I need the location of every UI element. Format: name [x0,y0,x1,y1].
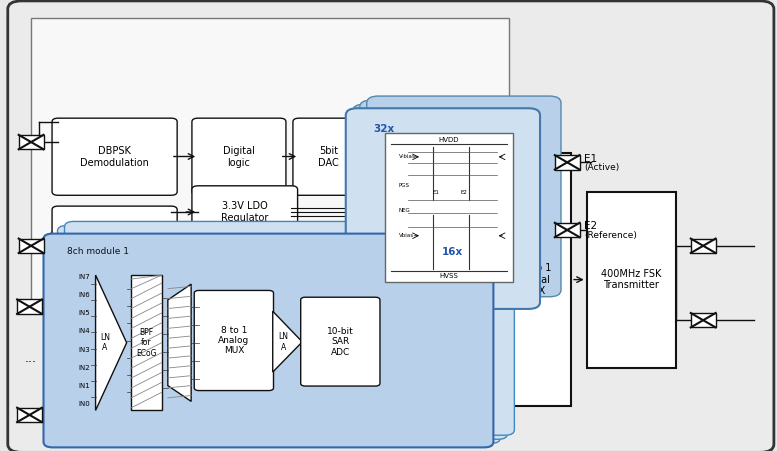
Bar [587,192,676,368]
Text: HVDD: HVDD [438,137,459,143]
FancyBboxPatch shape [192,186,298,238]
Text: IN2: IN2 [78,364,90,371]
Text: (Active): (Active) [584,163,619,172]
Bar [555,155,580,170]
Text: HVSS: HVSS [439,273,458,280]
Polygon shape [273,311,302,372]
FancyBboxPatch shape [44,234,493,447]
FancyBboxPatch shape [51,230,500,443]
FancyBboxPatch shape [346,108,540,309]
Text: 32x: 32x [373,124,394,133]
Text: 1.2V LDO
Regulator: 1.2V LDO Regulator [221,258,268,279]
FancyBboxPatch shape [64,221,514,435]
Text: E2: E2 [584,221,598,231]
Text: IN6: IN6 [78,292,90,299]
Bar [691,239,716,253]
Text: 5bit
DAC: 5bit DAC [318,146,339,167]
FancyBboxPatch shape [52,118,177,195]
FancyBboxPatch shape [8,1,774,451]
FancyBboxPatch shape [57,226,507,439]
Bar [17,299,42,314]
FancyBboxPatch shape [52,206,177,288]
Bar [497,153,571,406]
Bar [19,135,44,149]
Bar [17,408,42,422]
Text: PGS: PGS [399,183,409,188]
FancyBboxPatch shape [367,96,561,297]
Text: 10-bit
SAR
ADC: 10-bit SAR ADC [327,327,354,357]
Text: 400MHz FSK
Transmitter: 400MHz FSK Transmitter [601,269,661,290]
FancyBboxPatch shape [192,242,298,295]
Text: E2: E2 [461,190,468,195]
Bar [19,239,44,253]
Text: IN4: IN4 [78,328,90,335]
Text: IN5: IN5 [78,310,90,317]
Text: E1: E1 [584,154,598,164]
Bar [691,313,716,327]
Text: E1: E1 [433,190,440,195]
Text: 3.3V LDO
Regulator: 3.3V LDO Regulator [221,201,268,223]
Text: IN7: IN7 [78,274,90,281]
Bar [385,133,513,282]
Text: V-bias: V-bias [399,154,416,159]
Text: Digital
logic: Digital logic [223,146,255,167]
Text: DBPSK
Demodulation: DBPSK Demodulation [80,146,149,167]
Polygon shape [96,275,127,410]
FancyBboxPatch shape [293,118,364,195]
Bar [555,223,580,237]
Text: IN0: IN0 [78,400,90,407]
Text: (Reference): (Reference) [584,231,637,240]
Text: 8ch module 1: 8ch module 1 [67,247,129,256]
FancyBboxPatch shape [192,118,286,195]
Text: NEG: NEG [399,208,410,213]
Polygon shape [168,284,191,401]
FancyBboxPatch shape [360,100,554,301]
Polygon shape [131,275,162,410]
Text: LN
A: LN A [100,333,110,353]
Text: Vbias: Vbias [399,233,413,238]
Text: 8 to 1
Analog
MUX: 8 to 1 Analog MUX [218,326,249,355]
Text: 16x: 16x [441,247,462,257]
Text: ...: ... [25,352,37,365]
Bar [31,18,509,311]
Text: IN1: IN1 [78,382,90,389]
Text: 16 to 1
Digital
MUX: 16 to 1 Digital MUX [517,263,552,296]
FancyBboxPatch shape [301,297,380,386]
Text: DC
Rectifier: DC Rectifier [94,236,135,258]
FancyBboxPatch shape [353,104,547,305]
FancyBboxPatch shape [194,290,274,391]
Text: BPF
for
ECoG: BPF for ECoG [136,328,156,358]
Text: IN3: IN3 [78,346,90,353]
Text: LN
A: LN A [279,332,288,352]
